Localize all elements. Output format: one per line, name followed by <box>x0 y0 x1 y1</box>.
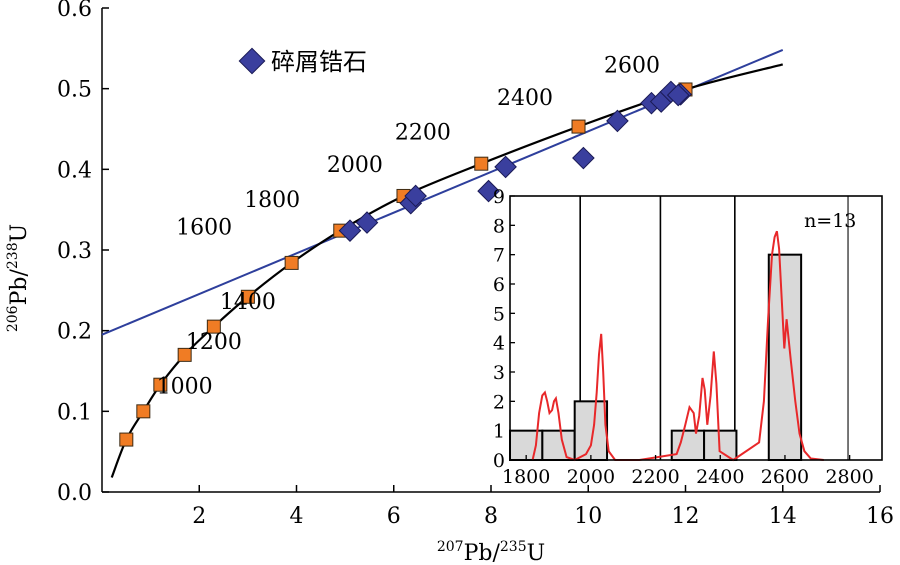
histogram-bar <box>767 253 803 461</box>
inset-y-tick-label: 3 <box>493 362 505 384</box>
y-tick-label: 0.0 <box>57 481 92 506</box>
inset-y-tick-label: 7 <box>493 245 505 267</box>
age-label: 1800 <box>244 188 300 213</box>
age-marker-square <box>474 156 489 171</box>
y-tick-label: 0.2 <box>57 320 92 345</box>
probability-density-curve <box>531 230 824 462</box>
x-tick-label: 16 <box>866 504 894 529</box>
inset-x-tick-label: 1800 <box>502 466 550 488</box>
zircon-data-point <box>404 184 427 208</box>
age-marker-square <box>177 347 192 362</box>
y-tick-label: 0.3 <box>57 239 92 264</box>
zircon-data-point <box>572 146 595 170</box>
age-label: 1400 <box>220 290 276 315</box>
inset-x-tick-label: 2400 <box>696 466 744 488</box>
y-tick-label: 0.4 <box>57 158 92 183</box>
age-marker-square <box>153 377 168 392</box>
histogram-bar <box>670 429 706 461</box>
x-tick-label: 12 <box>672 504 700 529</box>
x-axis-title: 207Pb/235U <box>437 539 545 565</box>
age-label: 1000 <box>157 375 213 400</box>
age-marker-square <box>284 255 299 270</box>
inset-y-tick-label: 9 <box>493 186 505 208</box>
age-marker-square <box>119 432 134 447</box>
age-marker-square <box>206 319 221 334</box>
age-marker-square <box>240 289 255 304</box>
x-tick-label: 10 <box>574 504 602 529</box>
main-plot-area: 1000 1200 1400 1600 1800 2000 2200 2400 2600 <box>101 49 784 478</box>
zircon-data-point <box>338 219 362 242</box>
inset-y-tick-label: 4 <box>493 333 505 355</box>
y-axis-title: 206Pb/238U <box>5 224 32 332</box>
age-label: 2600 <box>604 54 660 79</box>
inset-y-tick-label: 2 <box>493 391 505 413</box>
x-tick-label: 14 <box>769 504 797 529</box>
inset-y-tick-label: 0 <box>493 450 505 472</box>
zircon-data-point <box>477 179 500 203</box>
y-tick-label: 0.1 <box>57 400 92 425</box>
age-marker-square <box>571 119 586 134</box>
zircon-data-point <box>666 83 690 107</box>
inset-y-tick-label: 1 <box>493 421 505 443</box>
histogram-bar <box>573 400 609 462</box>
inset-y-tick-label: 6 <box>493 274 505 296</box>
age-label: 2400 <box>497 86 553 111</box>
main-axes: 0.00.10.20.30.40.50.62 4 6 8 10 12 14 16 <box>57 0 894 529</box>
sample-count-annotation: n=13 <box>804 210 856 232</box>
legend: 碎屑锆石 <box>238 47 367 76</box>
inset-histogram: 0 1 2 3 4 5 6 7 8 9 1800 2000 2200 2400 2600 2800 n=13 <box>493 186 883 488</box>
age-marker-square <box>136 404 151 419</box>
zircon-data-point <box>606 109 629 133</box>
inset-x-tick-label: 2000 <box>567 466 615 488</box>
age-label: 2200 <box>395 120 451 145</box>
inset-background <box>510 196 882 460</box>
x-tick-label: 6 <box>387 504 401 529</box>
age-label: 2000 <box>327 153 383 178</box>
x-tick-label: 8 <box>484 504 498 529</box>
x-tick-label: 2 <box>192 504 206 529</box>
x-tick-label: 4 <box>290 504 304 529</box>
y-tick-label: 0.6 <box>57 0 92 22</box>
inset-x-tick-label: 2600 <box>761 466 809 488</box>
inset-y-tick-label: 8 <box>493 215 505 237</box>
age-label: 1600 <box>176 216 232 241</box>
legend-label: 碎屑锆石 <box>271 48 367 76</box>
inset-frame <box>509 195 883 461</box>
y-tick-label: 0.5 <box>57 78 92 103</box>
inset-y-tick-label: 5 <box>493 303 505 325</box>
age-label: 1200 <box>186 330 242 355</box>
histogram-bar <box>541 429 576 461</box>
legend-diamond-marker <box>238 47 266 75</box>
zircon-data-point <box>494 155 517 179</box>
inset-x-tick-label: 2800 <box>825 466 873 488</box>
inset-x-tick-label: 2200 <box>631 466 679 488</box>
zircon-data-point <box>355 211 379 234</box>
